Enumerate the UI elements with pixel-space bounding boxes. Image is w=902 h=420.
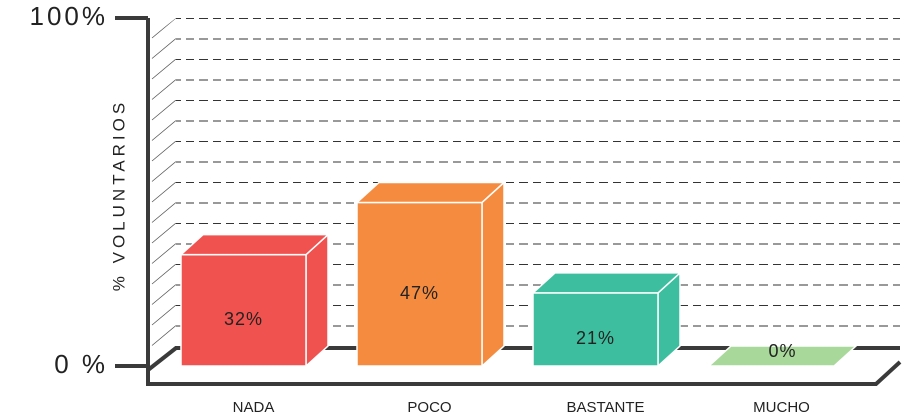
value-label: 21% — [576, 328, 615, 348]
value-label: 0% — [768, 341, 796, 361]
bar-top — [531, 272, 682, 294]
bar — [532, 292, 659, 367]
value-label: 32% — [224, 309, 263, 329]
side-wall — [148, 18, 176, 370]
y-tick-label: 100% — [30, 1, 109, 31]
bar-top — [355, 181, 506, 204]
x-tick-label: BASTANTE — [566, 399, 644, 416]
x-tick-label: MUCHO — [753, 399, 810, 416]
x-tick-label: POCO — [407, 399, 451, 416]
x-tick-label: NADA — [233, 399, 275, 416]
bar-side — [481, 180, 505, 368]
value-label: 47% — [400, 283, 439, 303]
y-tick-label: 0 % — [54, 349, 108, 379]
floor-front — [146, 18, 902, 386]
y-axis-label: % VOLUNTARIOS — [109, 99, 128, 291]
bar-top — [179, 233, 330, 256]
bar-side — [305, 232, 329, 368]
bar — [356, 201, 483, 367]
bar-top — [707, 345, 858, 367]
bar — [180, 253, 307, 367]
